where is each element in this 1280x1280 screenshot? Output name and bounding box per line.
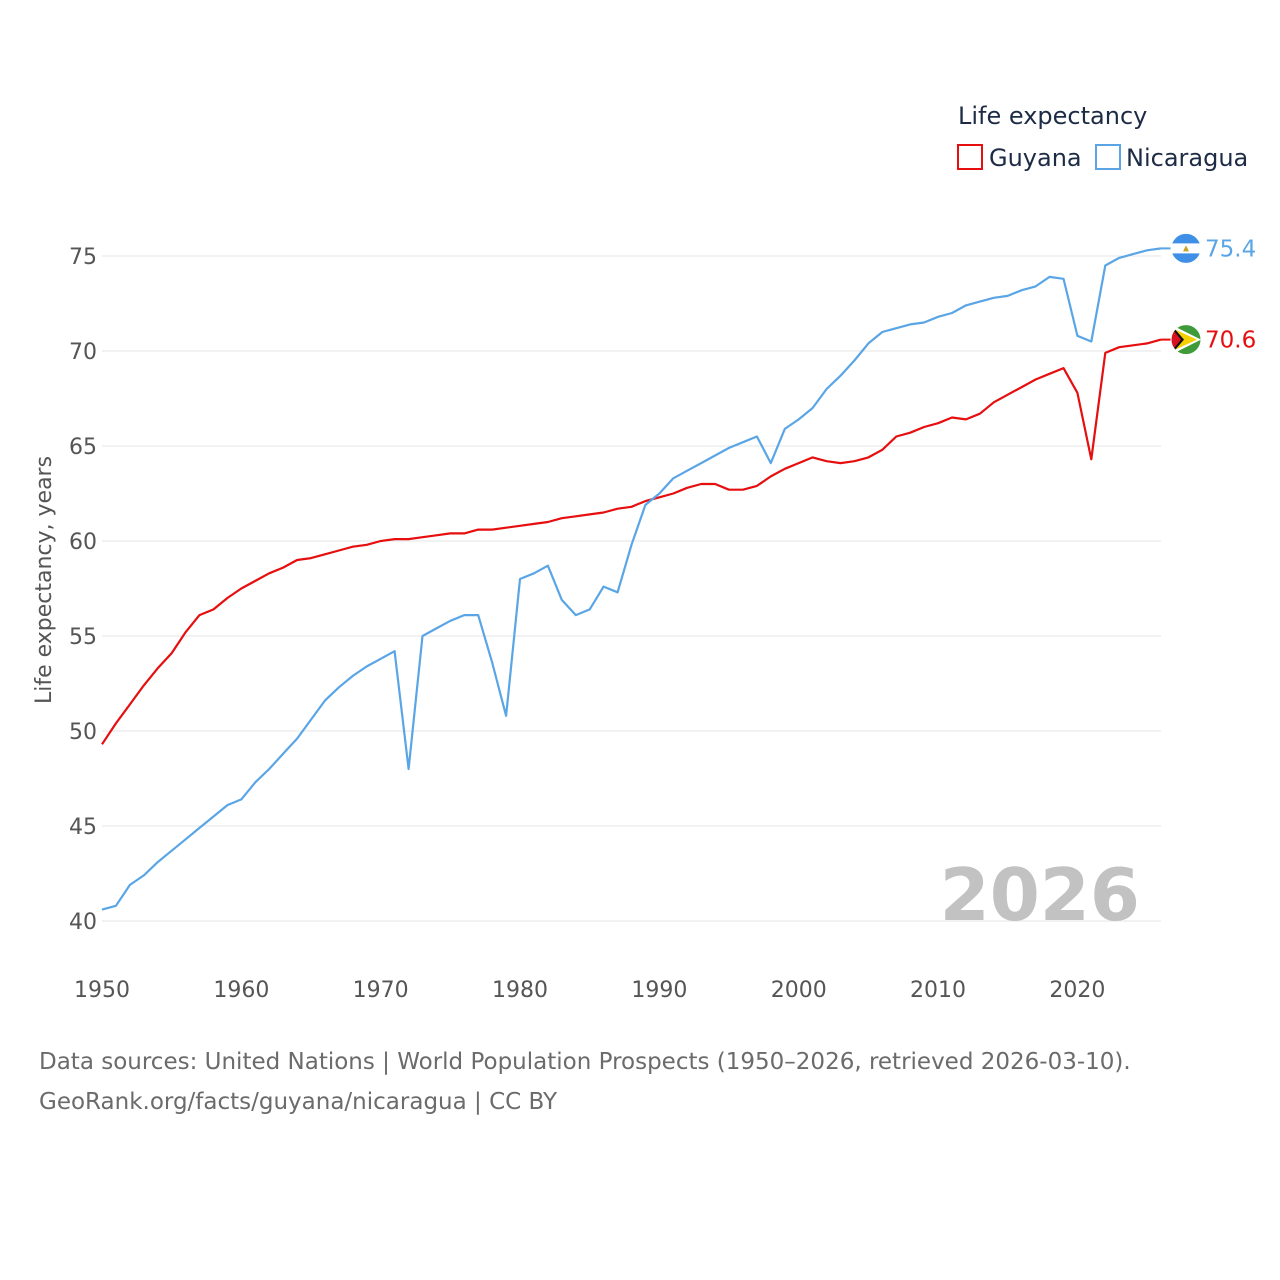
x-tick-label: 1960 — [213, 978, 269, 1003]
x-tick-label: 2020 — [1049, 978, 1105, 1003]
x-tick-label: 2000 — [771, 978, 827, 1003]
nicaragua-flag-icon — [1170, 232, 1202, 264]
source-link[interactable]: GeoRank.org/facts/guyana/nicaragua | CC … — [39, 1089, 558, 1115]
y-tick-label: 60 — [69, 530, 97, 555]
y-axis-label: Life expectancy, years — [32, 456, 57, 704]
series-lines — [101, 247, 1162, 911]
legend-swatch-nicaragua — [1095, 144, 1121, 170]
series-end-markers: 70.6 75.4 — [1161, 232, 1256, 356]
x-tick-label: 1950 — [74, 978, 130, 1003]
legend-label-nicaragua: Nicaragua — [1126, 144, 1248, 172]
source-note: Data sources: United Nations | World Pop… — [39, 1042, 1239, 1122]
end-value-label-nicaragua: 75.4 — [1205, 236, 1256, 262]
y-tick-label: 70 — [69, 340, 97, 365]
x-tick-label: 2010 — [910, 978, 966, 1003]
y-tick-label: 55 — [69, 625, 97, 650]
source-line: Data sources: United Nations | World Pop… — [39, 1049, 1131, 1075]
series-line-nicaragua[interactable] — [101, 247, 1162, 911]
legend-title: Life expectancy — [958, 102, 1147, 130]
y-axis-ticks: 40 45 50 55 60 65 70 75 — [69, 245, 97, 935]
x-tick-label: 1970 — [353, 978, 409, 1003]
guyana-flag-icon — [1170, 324, 1202, 356]
end-value-label-guyana: 70.6 — [1205, 328, 1256, 354]
legend-label-guyana: Guyana — [989, 144, 1082, 172]
y-tick-label: 75 — [69, 245, 97, 270]
legend-swatch-guyana — [957, 144, 983, 170]
legend-item-guyana[interactable]: Guyana — [957, 144, 1082, 172]
y-tick-label: 50 — [69, 720, 97, 745]
legend-item-nicaragua[interactable]: Nicaragua — [1095, 144, 1248, 172]
x-axis-ticks: 1950 1960 1970 1980 1990 2000 2010 2020 — [74, 978, 1105, 1003]
y-tick-label: 65 — [69, 435, 97, 460]
series-line-guyana[interactable] — [101, 338, 1162, 745]
year-watermark: 2026 — [940, 853, 1140, 937]
y-tick-label: 40 — [69, 910, 97, 935]
x-tick-label: 1990 — [631, 978, 687, 1003]
y-tick-label: 45 — [69, 815, 97, 840]
gridlines — [102, 255, 1161, 922]
x-tick-label: 1980 — [492, 978, 548, 1003]
life-expectancy-chart: 40 45 50 55 60 65 70 75 1950 1960 1970 1980 1990 200… — [32, 102, 1256, 1003]
